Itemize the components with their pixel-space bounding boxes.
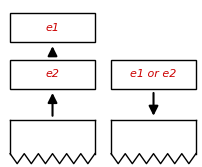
Text: e2: e2 — [45, 69, 60, 79]
Bar — [111, 60, 196, 89]
Text: e1: e1 — [45, 23, 60, 33]
Bar — [10, 60, 95, 89]
Bar — [10, 13, 95, 42]
Text: e1 or e2: e1 or e2 — [130, 69, 177, 79]
